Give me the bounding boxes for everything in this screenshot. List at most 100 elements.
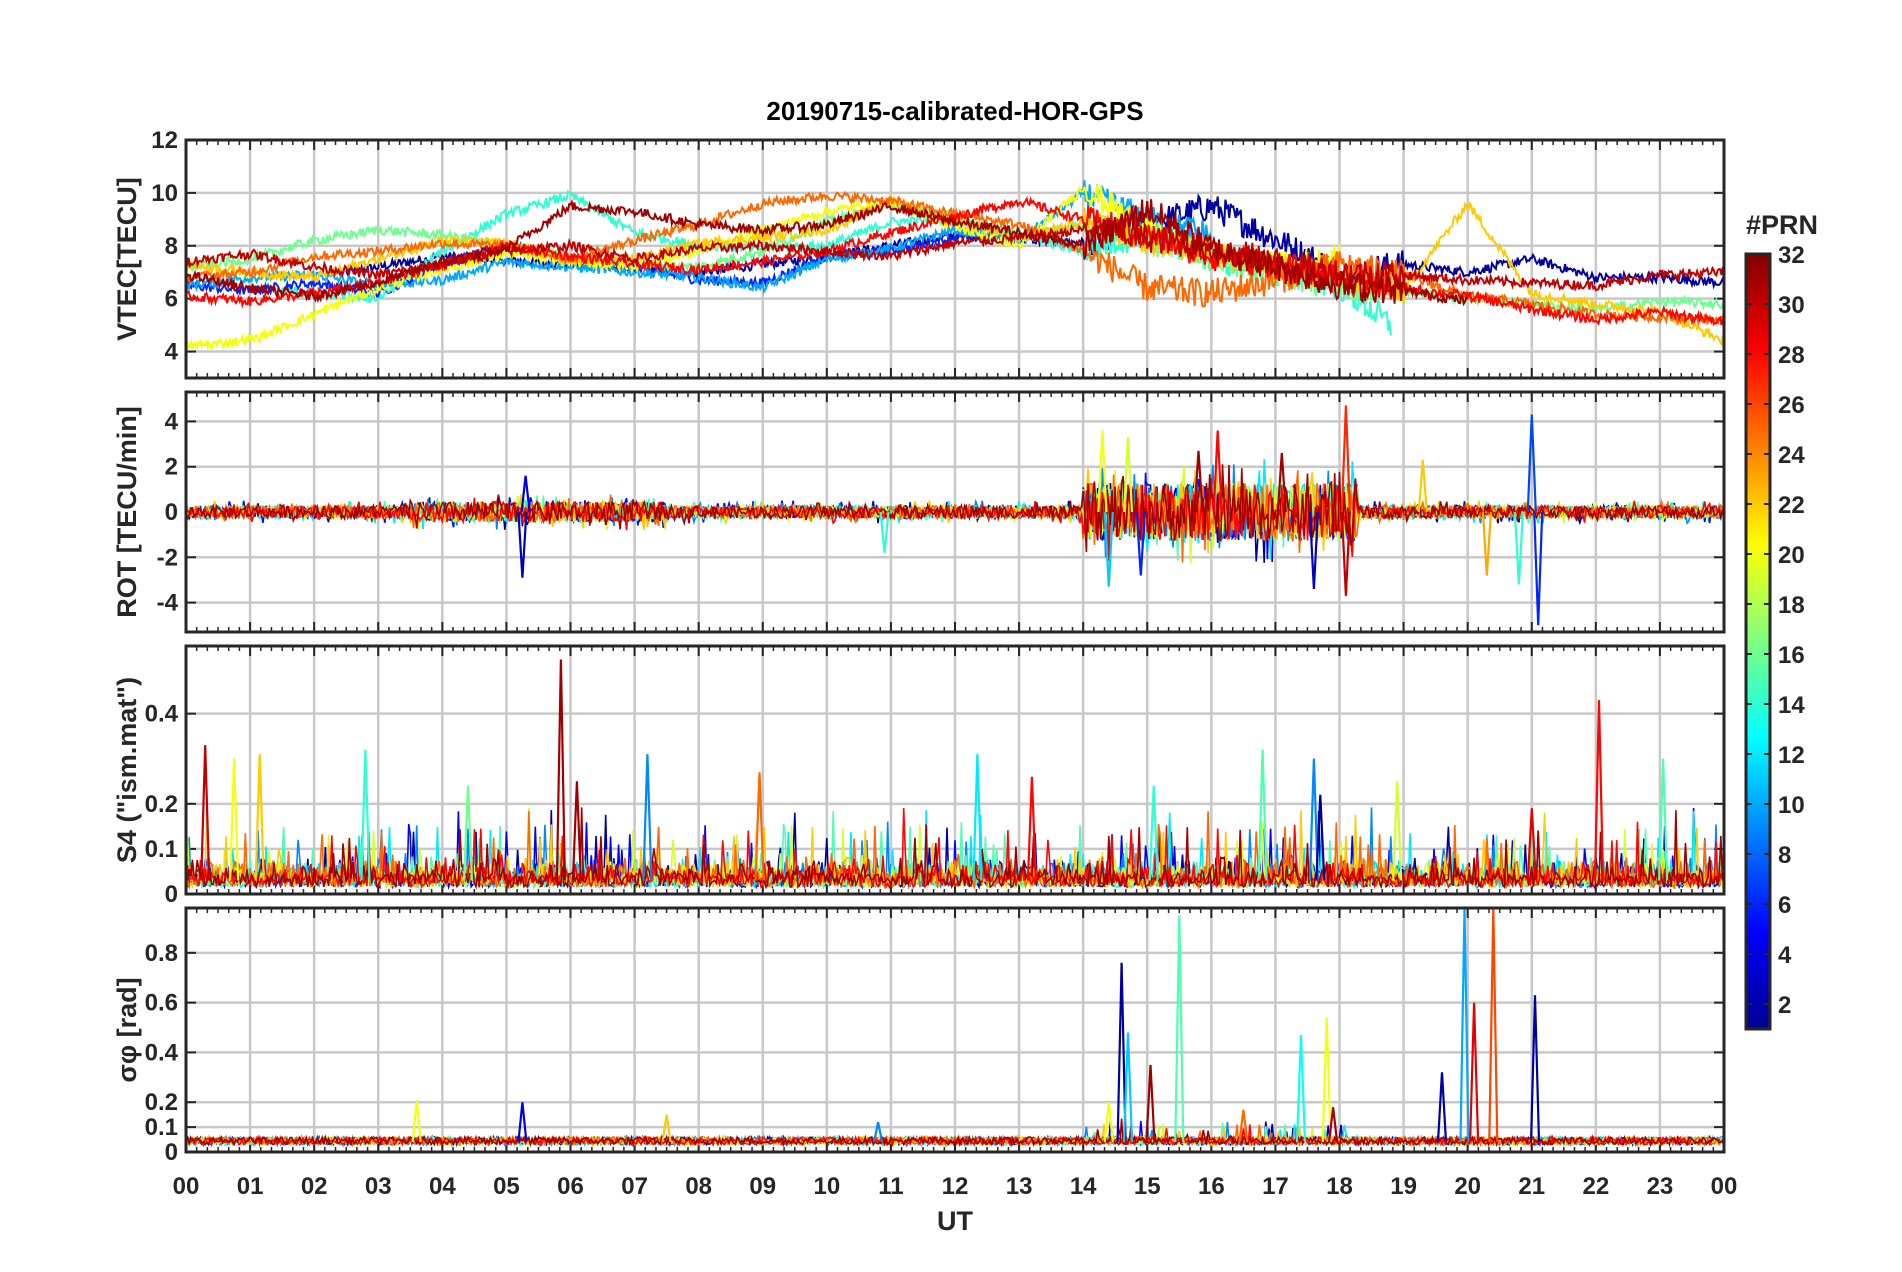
x-tick-label: 19 <box>1390 1173 1417 1200</box>
sigma_phi-spike <box>661 1114 672 1143</box>
rot-spike <box>1103 511 1114 587</box>
vtec-y-ticks: 4 6 8 10 12 <box>151 127 178 366</box>
sigma_phi-spike <box>1116 962 1127 1143</box>
sigma-phi-y-ticks: 00.10.2 0.4 0.6 0.8 <box>145 940 179 1166</box>
sigma_phi-spike <box>1238 1109 1249 1143</box>
sigma_phi-spike <box>1145 1064 1156 1143</box>
figure-title: 20190715-calibrated-HOR-GPS <box>766 96 1143 126</box>
y-tick-label: 0 <box>165 499 178 526</box>
colorbar-tick-label: 32 <box>1778 242 1805 269</box>
rot-spike <box>1193 450 1204 513</box>
s4-spike <box>571 781 582 881</box>
rot-spike <box>1481 511 1492 576</box>
y-tick-label: 0 <box>165 1139 178 1166</box>
sigma-phi-ylabel: σφ [rad] <box>112 977 142 1082</box>
s4-spike <box>1593 700 1605 881</box>
s4-spike <box>229 758 240 881</box>
x-tick-label: 23 <box>1647 1173 1674 1200</box>
rot-spike <box>1135 511 1146 576</box>
rot-trace-prn-31 <box>186 464 1724 553</box>
x-tick-label: 16 <box>1198 1173 1225 1200</box>
rot-spike <box>1308 511 1319 590</box>
s4-series <box>186 659 1724 891</box>
sigma_phi-spike <box>1469 1002 1480 1143</box>
rot-spike <box>1276 453 1287 513</box>
sigma_phi-spike <box>873 1121 884 1143</box>
sigma_phi-spike <box>1103 1102 1114 1143</box>
vtec-axes-frame <box>184 138 1726 380</box>
y-tick-label: 0 <box>165 881 178 908</box>
rot-spike <box>1526 414 1537 513</box>
x-tick-label: 02 <box>301 1173 328 1200</box>
x-tick-label: 08 <box>685 1173 712 1200</box>
x-axis-label: UT <box>937 1206 973 1236</box>
y-tick-label: 8 <box>165 233 178 260</box>
rot-spike <box>517 511 528 578</box>
s4-spike <box>360 749 371 881</box>
s4-ylabel: S4 ("ism.mat") <box>112 677 142 863</box>
x-tick-label: 22 <box>1582 1173 1609 1200</box>
rot-spike <box>1340 405 1351 513</box>
s4-spike <box>642 754 653 881</box>
s4-spike <box>1315 794 1326 881</box>
vtec-line-prn-31 <box>186 199 1468 307</box>
colorbar-tick-label: 30 <box>1778 292 1805 319</box>
panel-sigma-phi: 00.10.2 0.4 0.6 0.8 σφ [rad] <box>112 906 1726 1166</box>
sigma-phi-axes-frame <box>184 906 1726 1154</box>
x-tick-label: 03 <box>365 1173 392 1200</box>
s4-spike <box>972 754 983 881</box>
x-tick-label: 12 <box>942 1173 969 1200</box>
sigma_phi-spike <box>1436 1072 1448 1143</box>
s4-spike <box>754 772 765 881</box>
s4-trace-prn-28 <box>186 807 1724 890</box>
colorbar-label: #PRN <box>1746 210 1818 240</box>
y-tick-label: 0.4 <box>145 1039 179 1066</box>
colorbar-tick-label: 8 <box>1778 842 1791 869</box>
s4-spike <box>200 745 211 881</box>
panel-vtec: 4 6 8 10 12 VTEC[TECU] <box>112 127 1726 380</box>
rot-spike <box>1513 511 1524 585</box>
colorbar-tick-label: 6 <box>1778 892 1791 919</box>
rot-y-ticks: -4 -2 0 2 4 <box>157 408 179 616</box>
rot-spike <box>520 475 531 513</box>
rot-spike <box>1340 511 1351 596</box>
colorbar-tick-label: 24 <box>1778 442 1805 469</box>
vtec-line-prn-25 <box>186 190 1724 328</box>
colorbar-tick-label: 2 <box>1778 992 1791 1019</box>
y-tick-label: 12 <box>151 127 178 154</box>
x-tick-label: 13 <box>1006 1173 1033 1200</box>
s4-trace-prn-31 <box>186 807 1724 890</box>
rot-spike <box>1097 430 1108 513</box>
s4-axes-frame <box>184 644 1726 896</box>
x-tick-label: 10 <box>813 1173 840 1200</box>
s4-spike <box>1148 785 1159 881</box>
y-tick-label: 0.1 <box>145 836 178 863</box>
sigma_phi-spike <box>1529 995 1541 1143</box>
panel-rot: -4 -2 0 2 4 ROT [TECU/min] <box>112 390 1726 634</box>
colorbar-tick-label: 26 <box>1778 392 1805 419</box>
sigma-phi-series <box>186 908 1724 1148</box>
s4-spike <box>254 754 265 881</box>
sigma_phi-spike <box>1328 1107 1339 1143</box>
x-tick-label: 05 <box>493 1173 520 1200</box>
s4-spike <box>1308 758 1319 881</box>
rot-spike <box>1533 511 1544 626</box>
sigma_phi-spike <box>1174 915 1185 1143</box>
rot-spike <box>1417 459 1428 513</box>
x-tick-label: 00 <box>173 1173 200 1200</box>
y-tick-label: 6 <box>165 286 178 313</box>
rot-series <box>186 405 1724 626</box>
x-tick-label: 06 <box>557 1173 584 1200</box>
s4-spike <box>462 785 474 881</box>
x-tick-label: 07 <box>621 1173 648 1200</box>
vtec-ylabel: VTEC[TECU] <box>112 177 142 341</box>
vtec-line-prn-30 <box>186 217 1724 293</box>
colorbar-tick-label: 16 <box>1778 642 1805 669</box>
y-tick-label: 0.1 <box>145 1114 178 1141</box>
s4-spike <box>1026 776 1037 881</box>
y-tick-label: 0.6 <box>145 990 178 1017</box>
x-tick-label: 17 <box>1262 1173 1289 1200</box>
